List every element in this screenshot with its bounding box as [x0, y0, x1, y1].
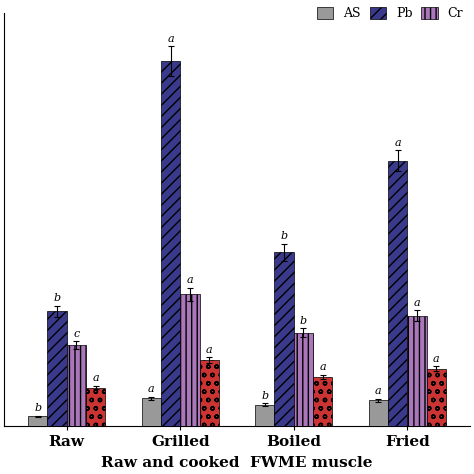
Bar [28, 416, 47, 426]
Text: a: a [319, 362, 326, 372]
Bar [255, 405, 274, 426]
Bar [142, 398, 161, 426]
Bar [294, 333, 313, 426]
Bar [200, 360, 219, 426]
X-axis label: Raw and cooked  FWME muscle: Raw and cooked FWME muscle [101, 456, 373, 470]
Bar [180, 294, 200, 426]
Text: a: a [414, 298, 420, 308]
Text: a: a [433, 354, 440, 364]
Bar [369, 401, 388, 426]
Bar [86, 388, 105, 426]
Text: a: a [375, 386, 382, 396]
Legend: AS, Pb, Cr: AS, Pb, Cr [312, 2, 468, 26]
Text: a: a [167, 34, 174, 44]
Bar [47, 311, 67, 426]
Text: b: b [34, 403, 41, 413]
Bar [407, 316, 427, 426]
Bar [388, 161, 407, 426]
Text: a: a [187, 275, 193, 285]
Bar [161, 61, 180, 426]
Text: b: b [54, 293, 61, 303]
Bar [427, 369, 446, 426]
Text: b: b [261, 391, 268, 401]
Text: b: b [281, 231, 288, 241]
Bar [313, 377, 332, 426]
Text: a: a [92, 373, 99, 383]
Text: b: b [300, 316, 307, 326]
Text: c: c [73, 329, 80, 339]
Text: a: a [148, 384, 155, 394]
Text: a: a [206, 345, 212, 355]
Bar [274, 252, 294, 426]
Text: a: a [394, 137, 401, 147]
Bar [67, 346, 86, 426]
